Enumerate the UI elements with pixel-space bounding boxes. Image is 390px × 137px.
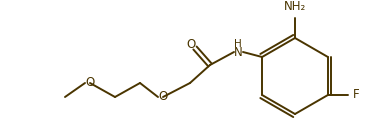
Text: N: N — [234, 46, 242, 59]
Text: O: O — [186, 38, 196, 51]
Text: H: H — [234, 39, 242, 49]
Text: F: F — [353, 89, 360, 102]
Text: NH₂: NH₂ — [284, 0, 306, 13]
Text: O: O — [158, 91, 168, 103]
Text: O: O — [85, 76, 95, 89]
